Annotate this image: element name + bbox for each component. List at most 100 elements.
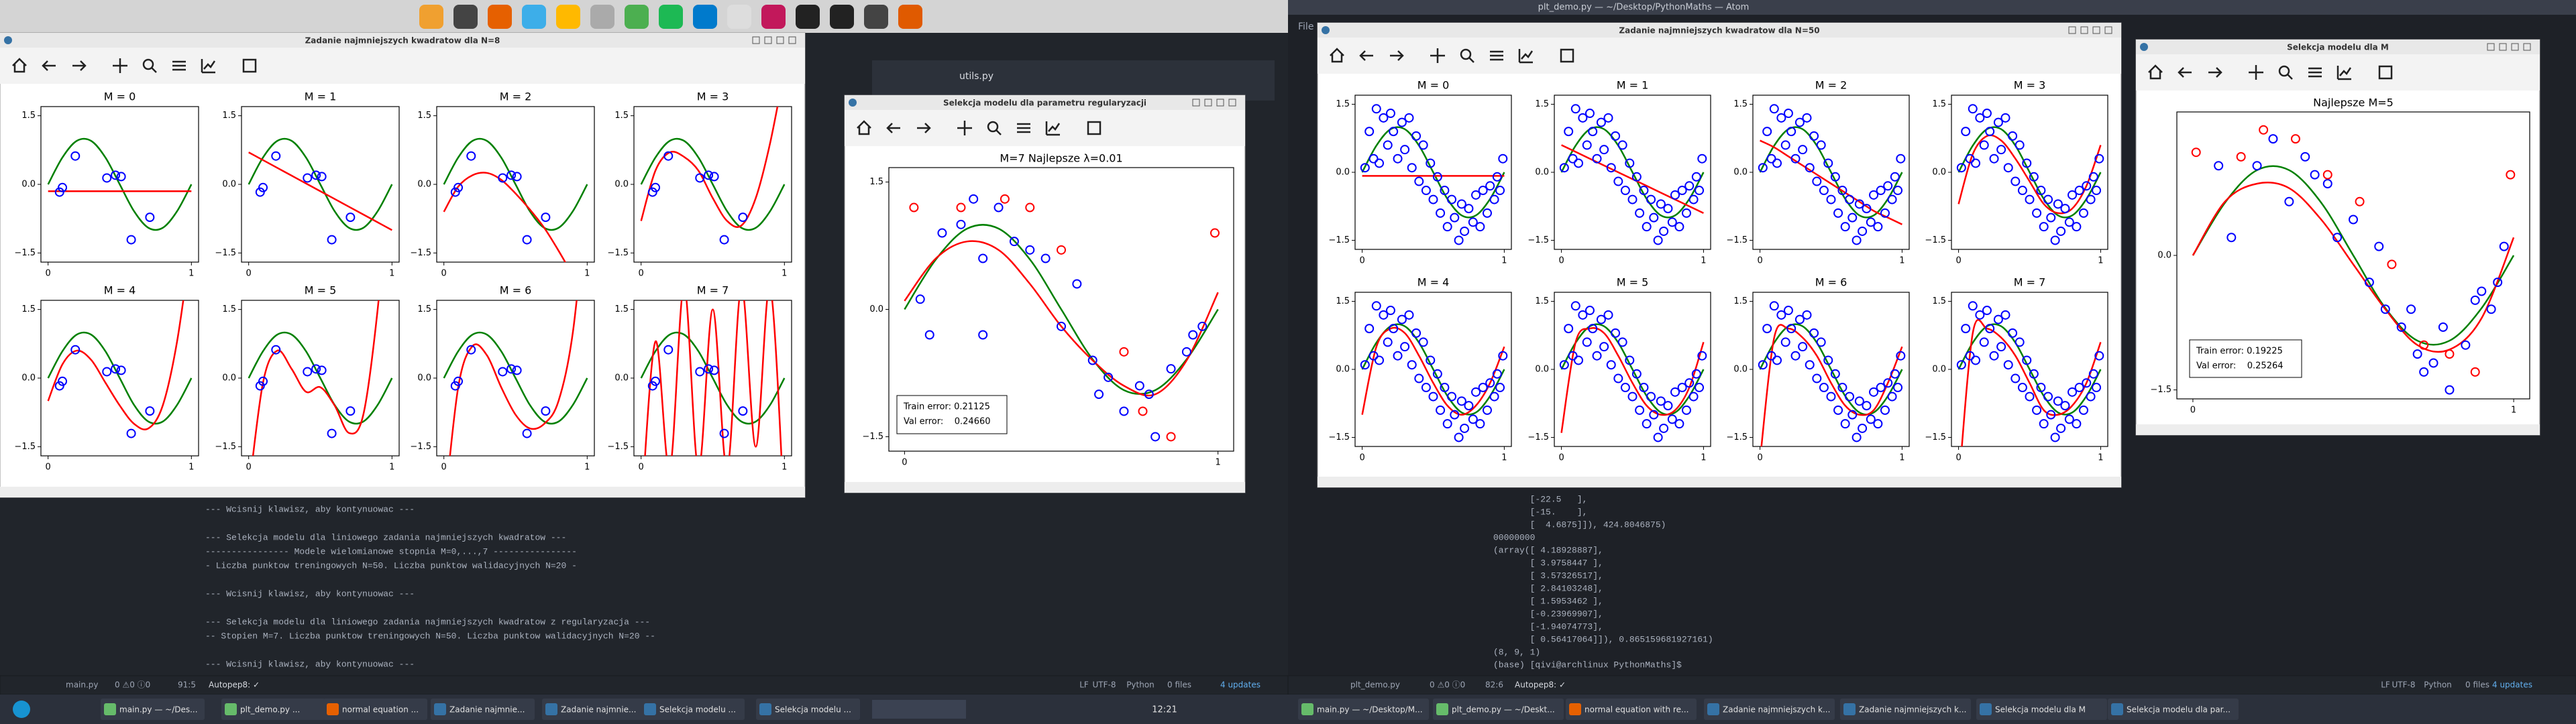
toolbar-button[interactable] — [2278, 65, 2293, 80]
status-item[interactable]: plt_demo.py — [1350, 680, 1400, 690]
launcher-icon[interactable] — [761, 5, 786, 29]
launcher-icon[interactable] — [659, 5, 683, 29]
toolbar-button[interactable] — [42, 60, 56, 71]
launcher-icon[interactable] — [830, 5, 854, 29]
launcher-icon[interactable] — [522, 5, 546, 29]
launcher-icon[interactable] — [453, 5, 478, 29]
toolbar-button[interactable] — [987, 121, 1002, 135]
toolbar-button[interactable] — [1087, 121, 1102, 135]
window-button[interactable] — [764, 36, 772, 44]
toolbar-button[interactable] — [242, 58, 257, 73]
window-button[interactable] — [1204, 99, 1212, 107]
window-button[interactable] — [788, 36, 796, 44]
toolbar-button[interactable] — [917, 123, 931, 133]
toolbar-button[interactable] — [2308, 67, 2322, 78]
status-item[interactable]: 0 files — [1167, 680, 1191, 690]
task-button[interactable] — [101, 699, 205, 720]
status-item[interactable]: 0 files — [2465, 680, 2489, 690]
toolbar-button[interactable] — [1490, 50, 1503, 61]
window-button[interactable] — [2092, 26, 2100, 34]
toolbar-button[interactable] — [2148, 64, 2163, 80]
launcher-icon[interactable] — [488, 5, 512, 29]
launcher-icon[interactable] — [419, 5, 443, 29]
task-button[interactable] — [2108, 699, 2239, 720]
toolbar-button[interactable] — [1430, 48, 1445, 63]
launcher-icon[interactable] — [693, 5, 717, 29]
toolbar-button[interactable] — [172, 60, 186, 71]
clock[interactable]: 12:21 — [1152, 705, 1177, 715]
window-button[interactable] — [2487, 43, 2495, 51]
status-item[interactable]: UTF-8 — [2392, 680, 2416, 690]
status-item[interactable]: LF — [1079, 680, 1089, 690]
toolbar-button[interactable] — [1359, 50, 1373, 61]
launcher-icon[interactable] — [590, 5, 614, 29]
launcher-icon[interactable] — [556, 5, 580, 29]
status-item[interactable]: Python — [1126, 680, 1155, 690]
task-button[interactable] — [431, 699, 535, 720]
launcher-icon[interactable] — [898, 5, 922, 29]
toolbar-button[interactable] — [2378, 65, 2393, 80]
status-item[interactable]: Autopep8: ✓ — [209, 680, 260, 690]
task-button[interactable] — [542, 699, 646, 720]
launcher-icon[interactable] — [864, 5, 888, 29]
window-button[interactable] — [2499, 43, 2507, 51]
toolbar-button[interactable] — [2249, 65, 2263, 80]
window-button[interactable] — [752, 36, 760, 44]
task-button[interactable] — [756, 699, 860, 720]
window-button[interactable] — [2068, 26, 2076, 34]
status-item[interactable]: 91:5 — [178, 680, 196, 690]
toolbar-button[interactable] — [1017, 123, 1030, 133]
toolbar-button[interactable] — [1460, 48, 1474, 63]
status-item[interactable]: 0 ⚠0 ⓘ0 — [1430, 680, 1465, 690]
task-button[interactable] — [1298, 699, 1429, 720]
toolbar-button[interactable] — [113, 58, 127, 73]
toolbar-button[interactable] — [2208, 67, 2222, 78]
window-button[interactable] — [2104, 26, 2112, 34]
workspace-pager[interactable] — [872, 700, 966, 719]
task-button[interactable] — [221, 699, 325, 720]
toolbar-button[interactable] — [1390, 50, 1404, 61]
task-button[interactable] — [1840, 699, 1971, 720]
status-item[interactable]: Autopep8: ✓ — [1515, 680, 1566, 690]
status-item[interactable]: Python — [2424, 680, 2452, 690]
start-button[interactable] — [13, 701, 30, 718]
status-item[interactable]: main.py — [66, 680, 99, 690]
toolbar-button[interactable] — [1045, 121, 1061, 136]
window-button[interactable] — [1228, 99, 1236, 107]
window-button[interactable] — [2511, 43, 2519, 51]
toolbar-button[interactable] — [1330, 48, 1344, 63]
toolbar-button[interactable] — [2337, 66, 2352, 80]
toolbar-button[interactable] — [957, 121, 972, 135]
window-button[interactable] — [776, 36, 784, 44]
status-item[interactable]: 4 updates — [1220, 680, 1260, 690]
launcher-icon[interactable] — [625, 5, 649, 29]
status-item[interactable]: LF — [2381, 680, 2390, 690]
status-item[interactable]: 4 updates — [2492, 680, 2532, 690]
toolbar-button[interactable] — [857, 120, 871, 135]
task-button[interactable] — [1704, 699, 1835, 720]
atom-menu[interactable]: File — [1298, 21, 1313, 32]
task-button[interactable] — [1976, 699, 2107, 720]
task-button[interactable] — [323, 699, 427, 720]
toolbar-button[interactable] — [142, 58, 157, 73]
toolbar-button[interactable] — [12, 58, 27, 73]
toolbar-button[interactable] — [2178, 67, 2192, 78]
toolbar-button[interactable] — [201, 59, 216, 74]
editor-tab[interactable]: utils.py — [959, 71, 994, 82]
task-button[interactable] — [1433, 699, 1564, 720]
status-item[interactable]: 0 ⚠0 ⓘ0 — [115, 680, 150, 690]
toolbar-button[interactable] — [886, 123, 900, 133]
status-item[interactable]: UTF-8 — [1093, 680, 1116, 690]
task-button[interactable] — [1566, 699, 1697, 720]
launcher-icon[interactable] — [727, 5, 751, 29]
launcher-icon[interactable] — [796, 5, 820, 29]
status-item[interactable]: 82:6 — [1485, 680, 1503, 690]
toolbar-button[interactable] — [72, 60, 87, 71]
toolbar-button[interactable] — [1518, 49, 1534, 64]
window-button[interactable] — [1192, 99, 1200, 107]
toolbar-button[interactable] — [1560, 48, 1574, 63]
window-button[interactable] — [1216, 99, 1224, 107]
task-button[interactable] — [641, 699, 745, 720]
window-button[interactable] — [2523, 43, 2531, 51]
window-button[interactable] — [2080, 26, 2088, 34]
